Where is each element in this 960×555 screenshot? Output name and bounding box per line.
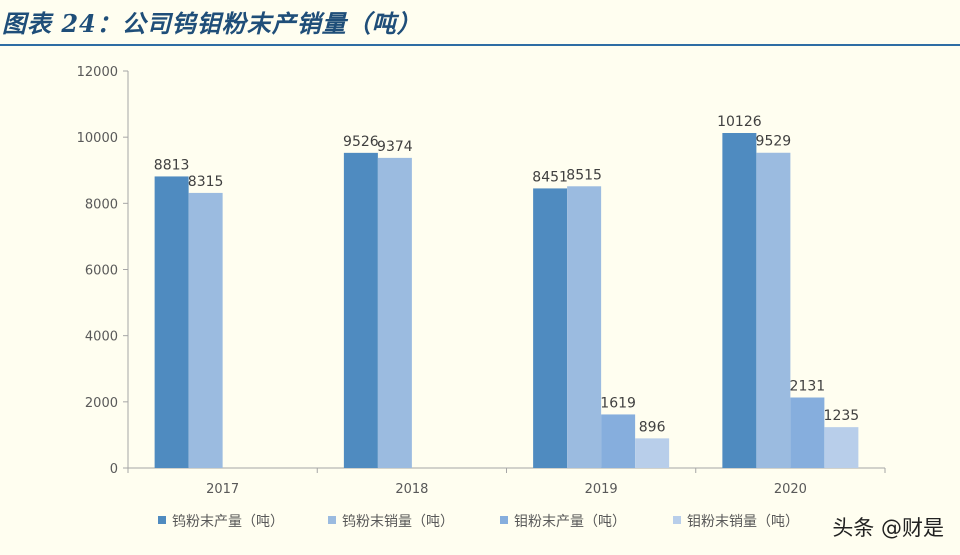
legend-swatch [328, 516, 336, 524]
watermark: 头条 @财是 [832, 516, 944, 540]
data-label: 8813 [154, 157, 190, 173]
y-tick-label: 10000 [77, 131, 118, 146]
legend-swatch [158, 516, 166, 524]
bar [188, 192, 223, 468]
figure-header: 图表 24：公司钨钼粉末产销量（吨） [0, 0, 960, 46]
data-label: 2131 [790, 378, 826, 394]
bar [722, 132, 757, 468]
bar [567, 186, 602, 468]
bar [824, 427, 859, 468]
legend-swatch [500, 516, 508, 524]
data-label: 9529 [756, 134, 792, 150]
data-label: 1619 [600, 395, 636, 411]
bar [635, 438, 670, 468]
legend-label: 钼粉末销量（吨） [687, 514, 799, 530]
x-tick-label: 2020 [774, 482, 807, 497]
data-label: 8315 [188, 174, 224, 190]
bar [533, 188, 568, 468]
bar [154, 176, 189, 468]
bar [377, 157, 412, 468]
legend-label: 钨粉末销量（吨） [342, 514, 454, 530]
x-tick-label: 2018 [395, 482, 428, 497]
data-label: 9526 [343, 134, 379, 150]
legend-swatch [673, 516, 681, 524]
data-label: 896 [639, 419, 666, 435]
legend-label: 钼粉末产量（吨） [514, 514, 626, 530]
legend-label: 钨粉末产量（吨） [172, 514, 284, 530]
x-tick-label: 2019 [585, 482, 618, 497]
figure-title: 图表 24：公司钨钼粉末产销量（吨） [2, 9, 422, 38]
x-tick-label: 2017 [206, 482, 239, 497]
data-label: 9374 [377, 139, 413, 155]
bar [790, 397, 825, 468]
bar [756, 152, 791, 469]
bar [343, 152, 378, 469]
y-tick-label: 4000 [85, 330, 118, 345]
data-label: 1235 [824, 408, 860, 424]
y-tick-label: 8000 [85, 197, 118, 212]
bar [601, 414, 636, 468]
data-label: 8451 [532, 169, 568, 185]
y-tick-label: 6000 [85, 264, 118, 279]
y-tick-label: 12000 [77, 65, 118, 80]
data-label: 8515 [566, 167, 602, 183]
data-label: 10126 [717, 114, 762, 130]
y-tick-label: 2000 [85, 396, 118, 411]
y-tick-label: 0 [110, 462, 118, 477]
